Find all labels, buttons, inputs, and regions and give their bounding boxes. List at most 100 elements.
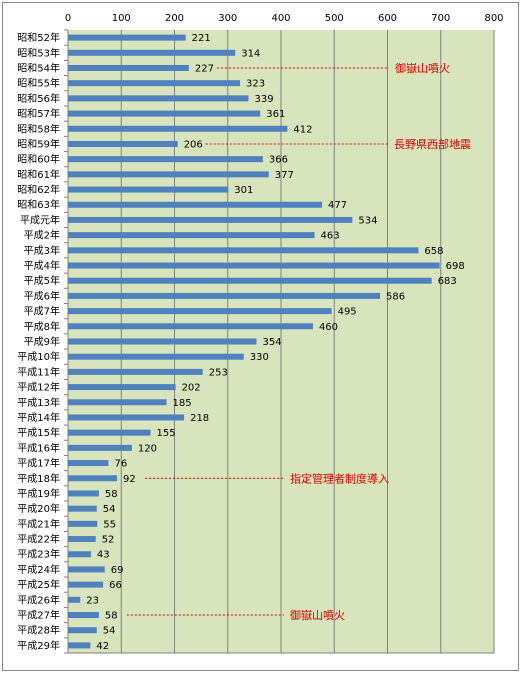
bar [68, 596, 81, 603]
category-label: 昭和54年 [17, 61, 60, 74]
bar [68, 308, 332, 315]
category-label: 平成8年 [24, 320, 60, 333]
bar [68, 353, 244, 360]
category-label: 平成29年 [17, 639, 60, 652]
bar [68, 292, 381, 299]
data-label: 366 [269, 155, 288, 166]
bar [68, 566, 105, 573]
bar [68, 627, 97, 634]
bar [68, 323, 313, 330]
category-label: 平成14年 [17, 411, 60, 424]
data-label: 301 [234, 185, 253, 196]
x-tick-label: 0 [65, 13, 71, 24]
category-label: 平成21年 [17, 517, 60, 530]
data-label: 202 [182, 383, 201, 394]
bar [68, 125, 288, 132]
data-label: 58 [105, 489, 118, 500]
data-label: 218 [190, 413, 209, 424]
data-label: 227 [195, 63, 214, 74]
annotation-label: 指定管理者制度導入 [290, 471, 389, 485]
category-label: 平成元年 [20, 213, 60, 226]
category-label: 昭和52年 [17, 31, 60, 44]
category-label: 平成5年 [24, 274, 60, 287]
data-label: 698 [446, 261, 465, 272]
bar [68, 262, 440, 269]
data-label: 253 [209, 367, 228, 378]
x-tick-label: 200 [165, 13, 184, 24]
bar [68, 338, 257, 345]
bar [68, 444, 132, 451]
data-label: 412 [293, 124, 312, 135]
bar [68, 490, 99, 497]
category-label: 平成28年 [17, 624, 60, 637]
bar [68, 551, 91, 558]
category-label: 平成25年 [17, 578, 60, 591]
bar [68, 399, 167, 406]
data-label: 586 [386, 291, 405, 302]
category-label: 平成26年 [17, 593, 60, 606]
data-label: 120 [138, 443, 157, 454]
data-label: 460 [319, 322, 338, 333]
data-label: 23 [86, 595, 99, 606]
bar [68, 186, 229, 193]
bar [68, 110, 261, 117]
data-label: 155 [157, 428, 176, 439]
bar [68, 140, 178, 147]
data-label: 221 [192, 33, 211, 44]
data-label: 683 [438, 276, 457, 287]
bar [68, 536, 96, 543]
data-label: 43 [97, 550, 110, 561]
category-label: 平成4年 [24, 259, 60, 272]
data-label: 206 [184, 139, 203, 150]
bar [68, 34, 186, 41]
x-tick-label: 600 [378, 13, 397, 24]
data-label: 323 [246, 79, 265, 90]
data-label: 58 [105, 611, 118, 622]
category-label: 昭和55年 [17, 77, 60, 90]
x-tick-label: 400 [271, 13, 290, 24]
x-tick-label: 800 [484, 13, 503, 24]
data-label: 377 [275, 170, 294, 181]
category-label: 昭和59年 [17, 137, 60, 150]
data-label: 477 [328, 200, 347, 211]
data-label: 55 [103, 519, 116, 530]
category-label: 平成6年 [24, 289, 60, 302]
category-label: 平成3年 [24, 244, 60, 257]
category-label: 平成17年 [17, 457, 60, 470]
data-label: 92 [123, 474, 136, 485]
bar [68, 201, 323, 208]
category-label: 平成11年 [17, 365, 60, 378]
category-label: 平成2年 [24, 229, 60, 242]
data-label: 361 [266, 109, 285, 120]
data-label: 339 [255, 94, 274, 105]
data-label: 463 [321, 231, 340, 242]
category-label: 平成16年 [17, 441, 60, 454]
category-label: 平成18年 [17, 472, 60, 485]
bar [68, 612, 99, 619]
data-label: 534 [358, 215, 377, 226]
category-label: 昭和57年 [17, 107, 60, 120]
bar [68, 171, 269, 178]
category-label: 平成24年 [17, 563, 60, 576]
data-label: 52 [102, 535, 115, 546]
category-label: 平成27年 [17, 609, 60, 622]
category-label: 平成20年 [17, 502, 60, 515]
bar [68, 49, 236, 56]
bar [68, 247, 419, 254]
category-label: 昭和58年 [17, 122, 60, 135]
category-label: 昭和56年 [17, 92, 60, 105]
data-label: 354 [263, 337, 282, 348]
bar [68, 581, 104, 588]
category-label: 平成15年 [17, 426, 60, 439]
category-label: 平成12年 [17, 381, 60, 394]
data-label: 54 [103, 504, 116, 515]
data-label: 495 [338, 307, 357, 318]
data-label: 330 [250, 352, 269, 363]
category-label: 平成23年 [17, 548, 60, 561]
data-label: 69 [111, 565, 124, 576]
bar [68, 216, 353, 223]
category-label: 昭和62年 [17, 183, 60, 196]
category-label: 平成22年 [17, 533, 60, 546]
category-label: 昭和61年 [17, 168, 60, 181]
